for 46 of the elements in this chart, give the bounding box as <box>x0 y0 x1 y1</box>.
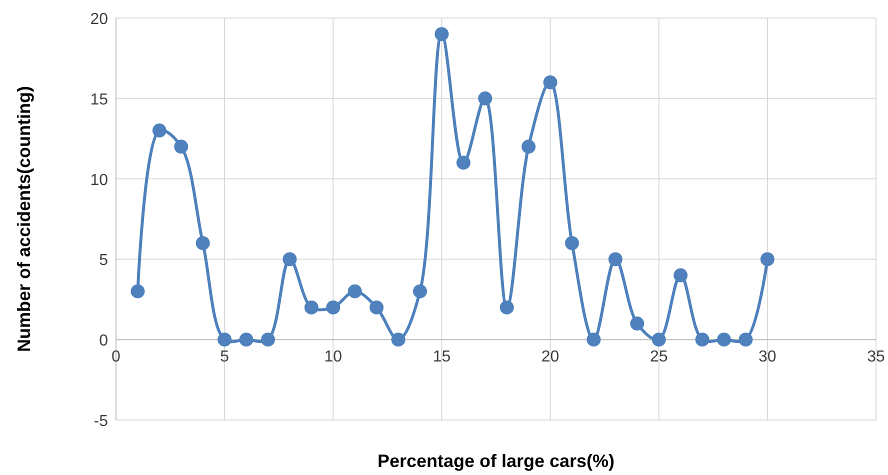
y-tick-label: 20 <box>90 11 108 28</box>
x-tick-label: 10 <box>324 348 342 366</box>
point <box>500 300 514 314</box>
point <box>586 332 601 347</box>
point <box>218 332 232 347</box>
point <box>261 332 275 347</box>
point <box>478 91 492 106</box>
x-tick-label: 30 <box>758 348 776 366</box>
x-tick-label: 35 <box>867 348 885 366</box>
point <box>695 332 710 347</box>
point <box>196 236 210 250</box>
y-tick-label: 5 <box>99 252 108 270</box>
point <box>326 300 340 314</box>
x-tick-label: 25 <box>650 348 668 366</box>
x-tick-label: 5 <box>220 348 230 366</box>
point <box>282 252 297 266</box>
point <box>608 252 622 266</box>
y-axis-title: Number of accidents(counting) <box>14 86 34 352</box>
point <box>717 332 731 347</box>
x-tick-label: 0 <box>112 348 121 366</box>
y-tick-label: 15 <box>90 91 108 108</box>
y-tick-label: -5 <box>94 413 108 430</box>
point <box>652 332 666 347</box>
point <box>565 236 579 250</box>
x-tick-label: 15 <box>432 348 451 366</box>
point <box>543 75 558 90</box>
point <box>348 284 362 298</box>
point <box>174 140 188 154</box>
point <box>370 300 384 314</box>
point <box>738 332 753 347</box>
point <box>630 316 644 331</box>
point <box>304 300 318 314</box>
x-axis-title: Percentage of large cars(%) <box>377 451 615 471</box>
point <box>130 284 145 298</box>
point <box>434 27 449 42</box>
x-tick-label: 20 <box>541 348 560 366</box>
point <box>391 332 406 347</box>
point <box>674 268 688 282</box>
point <box>413 284 427 298</box>
point <box>152 124 166 138</box>
point <box>760 252 774 266</box>
point <box>456 156 470 170</box>
point <box>239 332 254 347</box>
point <box>522 140 536 154</box>
y-tick-label: 10 <box>90 172 108 189</box>
y-tick-label: 0 <box>99 332 108 350</box>
